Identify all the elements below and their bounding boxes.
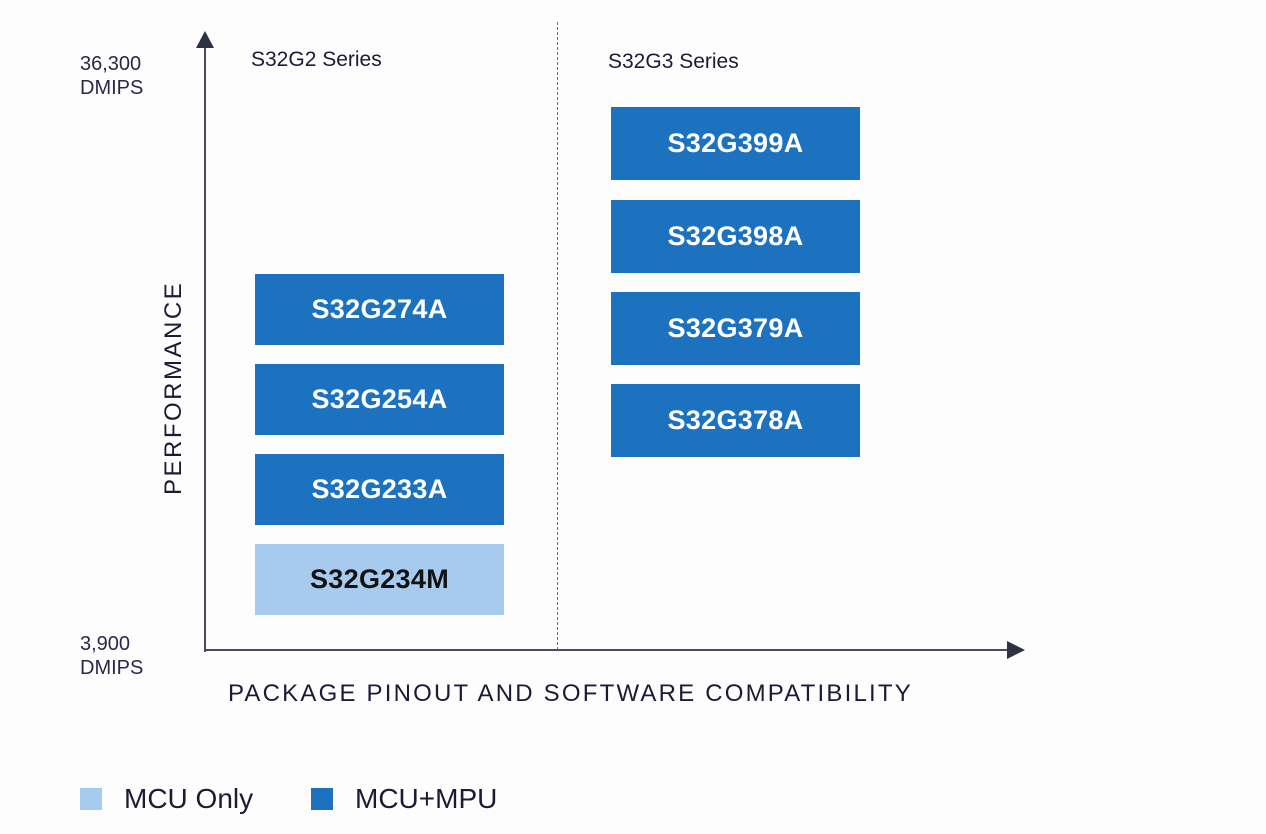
device-block-s32g378a: S32G378A [611, 384, 860, 457]
device-block-s32g233a: S32G233A [255, 454, 504, 525]
legend-swatch-mcu-mpu [311, 788, 333, 810]
x-axis-line [204, 649, 1010, 651]
legend-swatch-mcu-only [80, 788, 102, 810]
series-title-s32g2: S32G2 Series [251, 48, 382, 71]
y-axis-min-value: 3,900 [80, 633, 131, 655]
y-axis-line [204, 46, 206, 652]
y-axis-title: PERFORMANCE [160, 280, 187, 495]
y-axis-max-unit: DMIPS [80, 77, 144, 99]
y-axis-max-value: 36,300 [80, 53, 142, 75]
y-axis-max-label: 36,300 DMIPS [80, 52, 143, 100]
device-block-s32g399a: S32G399A [611, 107, 860, 180]
device-block-s32g379a: S32G379A [611, 292, 860, 365]
y-axis-min-label: 3,900 DMIPS [80, 632, 143, 680]
legend-item-mcu-only: MCU Only [80, 783, 253, 815]
series-divider [557, 22, 558, 650]
device-block-s32g398a: S32G398A [611, 200, 860, 273]
x-axis-arrow-icon [1007, 641, 1025, 659]
x-axis-title: PACKAGE PINOUT AND SOFTWARE COMPATIBILIT… [228, 680, 913, 707]
y-axis-arrow-icon [196, 31, 214, 48]
legend-label-mcu-only: MCU Only [124, 783, 254, 814]
device-block-s32g274a: S32G274A [255, 274, 504, 345]
series-title-s32g3: S32G3 Series [608, 50, 739, 73]
legend-item-mcu-mpu: MCU+MPU [311, 783, 497, 815]
y-axis-min-unit: DMIPS [80, 657, 144, 679]
legend-label-mcu-mpu: MCU+MPU [355, 783, 498, 814]
device-block-s32g254a: S32G254A [255, 364, 504, 435]
device-block-s32g234m: S32G234M [255, 544, 504, 615]
